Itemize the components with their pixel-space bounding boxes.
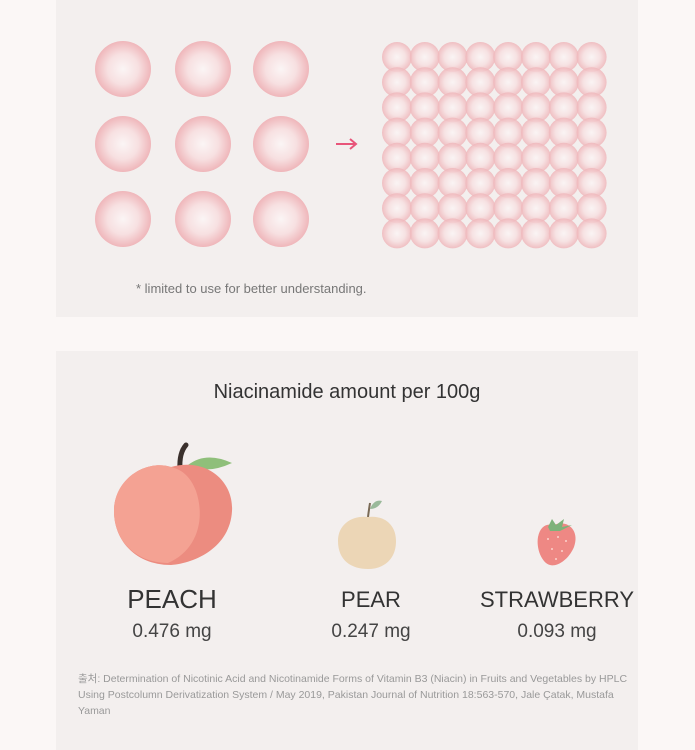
packed-molecule-circle [409, 42, 440, 72]
packed-molecule-circle [576, 142, 607, 173]
packed-molecule-circle [576, 92, 607, 123]
packed-molecule-circle [493, 218, 524, 249]
packed-molecule-circle [576, 117, 607, 148]
molecule-circle [95, 41, 151, 97]
packed-molecule-circle [382, 193, 412, 224]
molecule-circle [253, 191, 309, 247]
fruit-amount-pear: 0.247 mg [331, 621, 411, 642]
packed-molecule-circle [493, 92, 524, 123]
molecule-circle [175, 191, 231, 247]
fruit-name-pear: PEAR [341, 587, 401, 612]
packed-molecule-circle [548, 193, 579, 224]
packed-molecule-circle [465, 117, 496, 148]
packed-molecule-circle [548, 218, 579, 249]
molecule-illustration-panel: * limited to use for better understandin… [56, 0, 638, 317]
packed-molecule-circle [382, 218, 412, 249]
packed-molecule-circle [382, 142, 412, 173]
packed-molecule-circle [437, 218, 468, 249]
packed-molecule-circle [493, 142, 524, 173]
packed-molecule-circle [409, 117, 440, 148]
molecule-circle [175, 116, 231, 172]
packed-molecule-circle [493, 117, 524, 148]
packed-molecule-circle [493, 42, 524, 72]
packed-molecule-circle [409, 168, 440, 198]
packed-molecule-circle [382, 92, 412, 123]
packed-molecule-circle [465, 67, 496, 98]
packed-molecule-circle [409, 218, 440, 249]
packed-molecule-circle [409, 67, 440, 98]
fruit-amount-strawberry: 0.093 mg [517, 621, 597, 642]
packed-molecule-circle [548, 42, 579, 72]
packed-molecule-circle [576, 168, 607, 198]
packed-molecule-circle [521, 67, 551, 98]
packed-molecule-circle [409, 92, 440, 123]
packed-molecule-circle [548, 142, 579, 173]
fruit-amount-peach: 0.476 mg [132, 621, 212, 642]
packed-molecule-circle [465, 168, 496, 198]
citation: 출처: Determination of Nicotinic Acid and … [78, 671, 638, 719]
packed-molecule-circle [548, 117, 579, 148]
packed-molecule-circle [382, 168, 412, 198]
packed-molecule-circle [409, 142, 440, 173]
fruit-illustrations [114, 442, 576, 569]
packed-molecule-circle [521, 142, 551, 173]
packed-molecule-circle [521, 193, 551, 224]
strawberry-icon [537, 519, 576, 566]
packed-molecule-circle [465, 92, 496, 123]
packed-molecule-circle [437, 117, 468, 148]
packed-molecule-circle [465, 42, 496, 72]
packed-molecule-circle [521, 168, 551, 198]
packed-molecule-circle [521, 117, 551, 148]
arrow-icon [336, 138, 358, 150]
packed-molecule-circle [437, 142, 468, 173]
fruit-name-peach: PEACH [127, 584, 217, 614]
packed-molecule-circle [409, 193, 440, 224]
packed-molecule-circle [493, 168, 524, 198]
packed-molecule-circle [437, 168, 468, 198]
packed-molecule-circle [576, 193, 607, 224]
packed-molecule-circle [437, 92, 468, 123]
packed-molecule-circle [465, 193, 496, 224]
packed-molecule-circle [576, 67, 607, 98]
packed-molecule-circle [576, 42, 607, 72]
packed-molecule-circle [576, 218, 607, 249]
packed-molecule-circle [382, 67, 412, 98]
packed-molecule-circle [521, 92, 551, 123]
molecule-circle [253, 41, 309, 97]
section-title: Niacinamide amount per 100g [213, 381, 481, 403]
molecule-circle [253, 116, 309, 172]
molecule-circle [95, 116, 151, 172]
citation-line-1: 출처: Determination of Nicotinic Acid and … [78, 673, 628, 685]
packed-molecule-circle [382, 42, 412, 72]
packed-molecule-circle [548, 67, 579, 98]
molecule-illustration [95, 41, 607, 249]
packed-molecule-circle [493, 193, 524, 224]
packed-molecule-circle [465, 142, 496, 173]
packed-molecule-circle [437, 42, 468, 72]
packed-molecule-circle [493, 67, 524, 98]
packed-molecule-circle [437, 193, 468, 224]
pear-icon [338, 500, 396, 569]
packed-molecule-circle [382, 117, 412, 148]
packed-molecule-circle [548, 92, 579, 123]
packed-molecule-circle [437, 67, 468, 98]
fruit-name-strawberry: STRAWBERRY [479, 587, 635, 612]
packed-molecule-circle [548, 168, 579, 198]
molecule-circle [175, 41, 231, 97]
peach-icon [114, 442, 233, 565]
packed-molecule-circle [521, 218, 551, 249]
citation-line-2: Using Postcolumn Derivatization System /… [78, 689, 614, 717]
footnote: * limited to use for better understandin… [136, 281, 367, 296]
packed-molecule-circle [465, 218, 496, 249]
packed-molecule-circle [521, 42, 551, 72]
molecule-circle [95, 191, 151, 247]
niacinamide-panel: Niacinamide amount per 100g PEACH 0.476 … [56, 351, 638, 750]
